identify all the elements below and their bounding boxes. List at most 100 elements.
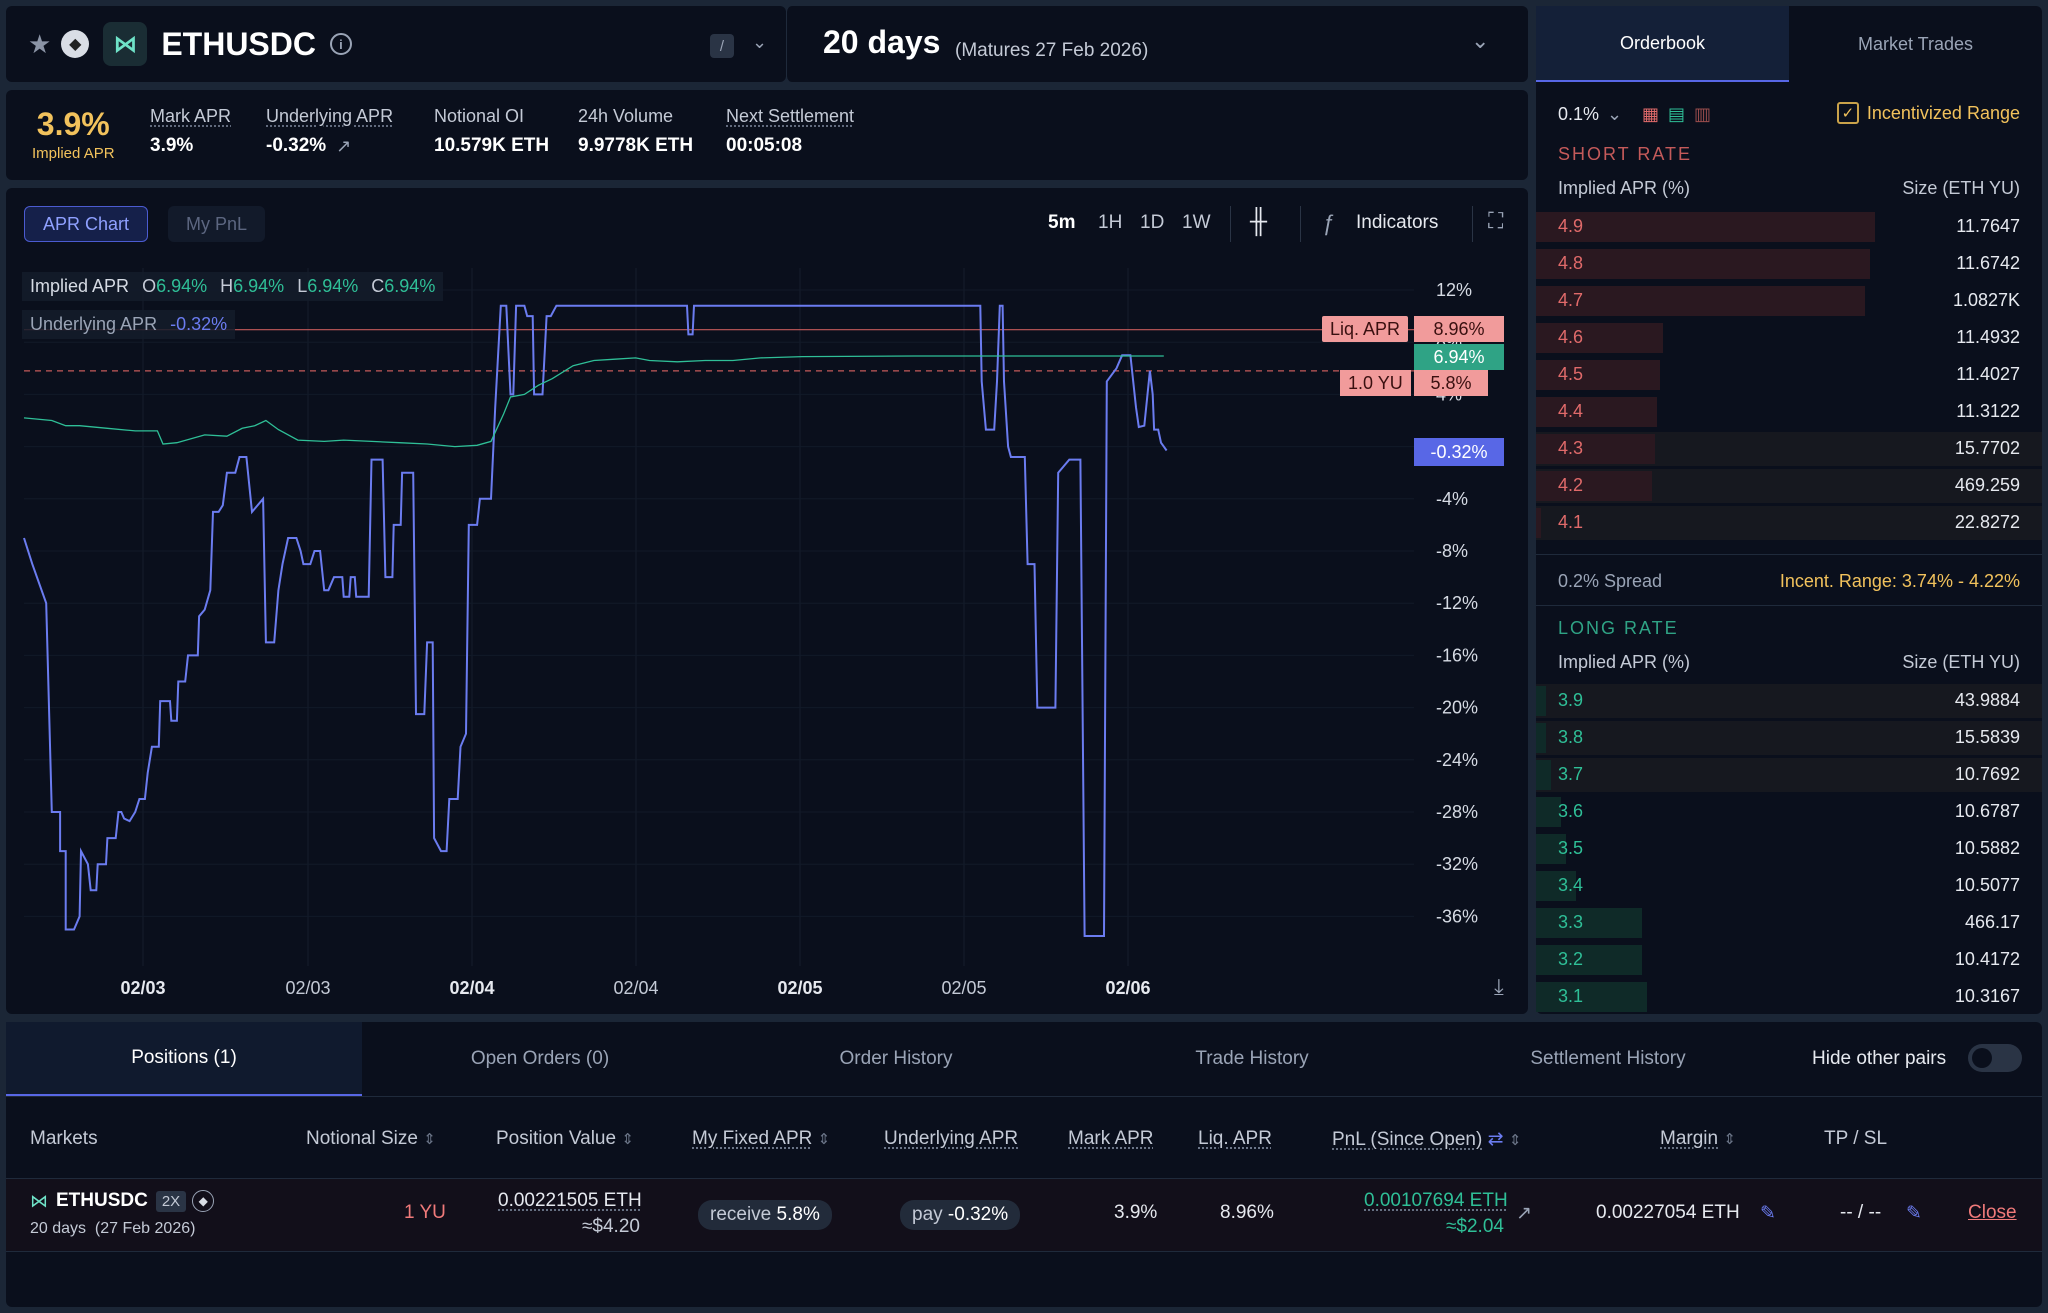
- x-tick-label: 02/05: [941, 978, 986, 998]
- col-notional-size[interactable]: Notional Size ⇕: [306, 1128, 436, 1149]
- orderbook-size: 469.259: [1954, 475, 2020, 495]
- stat-label[interactable]: Next Settlement: [726, 106, 855, 126]
- implied-apr-tag: 6.94%: [1414, 344, 1504, 370]
- edit-tpsl-icon[interactable]: ✎: [1906, 1203, 1922, 1224]
- orderbook-size: 11.3122: [1956, 401, 2020, 421]
- timeframe-1d[interactable]: 1D: [1140, 212, 1165, 233]
- timeframe-1w[interactable]: 1W: [1182, 212, 1211, 233]
- orderbook-price: 3.4: [1558, 875, 1584, 895]
- orderbook-row[interactable]: 3.8 15.5839: [1536, 721, 2042, 755]
- market-header: ★ ◆ ⋈ ETHUSDC i / ⌄: [6, 6, 786, 82]
- orderbook-row[interactable]: 4.1 22.8272: [1536, 506, 2042, 540]
- pair-title[interactable]: ETHUSDC: [161, 25, 316, 62]
- orderbook-row[interactable]: 3.3 466.17: [1536, 906, 2042, 940]
- position-market-name: ETHUSDC: [56, 1190, 148, 1211]
- tab-apr-chart[interactable]: APR Chart: [24, 206, 149, 242]
- fixed-apr-pill: receive 5.8%: [698, 1200, 832, 1230]
- function-icon[interactable]: ƒ: [1322, 210, 1335, 235]
- tab-my-pnl[interactable]: My PnL: [168, 206, 266, 242]
- tab-market-trades[interactable]: Market Trades: [1857, 33, 1974, 54]
- depth-bar: [1536, 723, 1546, 753]
- y-tick-label: -36%: [1436, 906, 1478, 926]
- depth-bar: [1536, 471, 1652, 501]
- col-fixed-apr[interactable]: My Fixed APR ⇕: [692, 1128, 831, 1149]
- stat-label: 24h Volume: [578, 106, 674, 126]
- position-market[interactable]: ⋈ ETHUSDC 2X ◆: [30, 1190, 215, 1212]
- stat-value: 9.9778K ETH: [578, 135, 694, 156]
- spread-value: 0.2% Spread: [1558, 571, 1663, 591]
- orderbook-row[interactable]: 4.3 15.7702: [1536, 432, 2042, 466]
- orderbook-price: 3.1: [1558, 986, 1584, 1006]
- orderbook-row[interactable]: 3.2 10.4172: [1536, 943, 2042, 977]
- chevron-down-icon[interactable]: ⌄: [1471, 28, 1490, 53]
- orderbook-row[interactable]: 4.9 11.7647: [1536, 210, 2042, 244]
- edit-margin-icon[interactable]: ✎: [1760, 1203, 1776, 1224]
- ethereum-icon: ◆: [61, 30, 90, 58]
- candlestick-icon[interactable]: ╫: [1250, 208, 1268, 235]
- apr-chart[interactable]: 12%8%4%-4%-8%-12%-16%-20%-24%-28%-32%-36…: [6, 188, 1528, 1014]
- download-icon[interactable]: ⤓: [1494, 974, 1504, 999]
- orderbook-price: 4.2: [1558, 475, 1584, 495]
- orderbook-price: 4.5: [1558, 364, 1584, 384]
- maturity-selector[interactable]: 20 days (Matures 27 Feb 2026) ⌄: [786, 6, 1528, 82]
- checkbox-checked-icon[interactable]: ✓: [1836, 102, 1859, 124]
- market-logo: ⋈: [30, 1190, 48, 1211]
- col-size: Size (ETH YU): [1902, 178, 2020, 198]
- fullscreen-icon[interactable]: ⛶: [1488, 208, 1504, 233]
- orderbook-row[interactable]: 3.6 10.6787: [1536, 795, 2042, 829]
- close-position-button[interactable]: Close: [1968, 1202, 2017, 1223]
- external-link-icon[interactable]: ↗: [1516, 1203, 1532, 1224]
- leverage-badge: 2X: [155, 1190, 187, 1212]
- external-link-icon[interactable]: ↗: [336, 135, 352, 156]
- layout-bids-icon[interactable]: ▤: [1668, 104, 1686, 124]
- tab-open-orders[interactable]: Open Orders (0): [470, 1048, 610, 1069]
- orderbook-price: 3.8: [1558, 727, 1584, 747]
- col-underlying-apr[interactable]: Underlying APR: [884, 1128, 1019, 1149]
- pair-separator[interactable]: /: [710, 34, 734, 58]
- orderbook-row[interactable]: 4.7 1.0827K: [1536, 284, 2042, 318]
- legend-implied: Implied APR O6.94% H6.94% L6.94% C6.94%: [22, 272, 444, 301]
- col-pnl[interactable]: PnL (Since Open) ⇄ ⇕: [1332, 1129, 1522, 1150]
- stat-label[interactable]: Underlying APR: [266, 106, 394, 126]
- col-position-value[interactable]: Position Value ⇕: [496, 1128, 634, 1149]
- tab-order-history[interactable]: Order History: [839, 1048, 953, 1069]
- timeframe-1h[interactable]: 1H: [1098, 212, 1123, 233]
- star-icon[interactable]: ★: [28, 28, 52, 59]
- tab-orderbook[interactable]: Orderbook: [1536, 6, 1789, 82]
- timeframe-5m[interactable]: 5m: [1048, 212, 1076, 233]
- orderbook-row[interactable]: 4.2 469.259: [1536, 469, 2042, 503]
- orderbook-row[interactable]: 3.7 10.7692: [1536, 758, 2042, 792]
- col-liq-apr[interactable]: Liq. APR: [1198, 1128, 1272, 1149]
- orderbook-row[interactable]: 3.9 43.9884: [1536, 684, 2042, 718]
- tab-settlement-history[interactable]: Settlement History: [1530, 1048, 1686, 1069]
- precision-select[interactable]: 0.1% ⌄: [1558, 104, 1622, 125]
- orderbook-row[interactable]: 4.8 11.6742: [1536, 247, 2042, 281]
- layout-both-icon[interactable]: ▦: [1642, 104, 1660, 124]
- orderbook-row[interactable]: 3.5 10.5882: [1536, 832, 2042, 866]
- stat-24h-volume: 24h Volume 9.9778K ETH: [578, 106, 693, 157]
- col-apr: Implied APR (%): [1558, 652, 1691, 672]
- hide-pairs-toggle[interactable]: [1968, 1044, 2022, 1072]
- col-margin[interactable]: Margin ⇕: [1660, 1128, 1736, 1149]
- orderbook-price: 4.3: [1558, 438, 1584, 458]
- tab-trade-history[interactable]: Trade History: [1195, 1048, 1309, 1069]
- pnl-eth: 0.00107694 ETH: [1364, 1190, 1508, 1211]
- layout-asks-icon[interactable]: ▥: [1694, 104, 1712, 124]
- depth-bar: [1536, 908, 1642, 938]
- stat-label[interactable]: Mark APR: [150, 106, 232, 126]
- col-markets: Markets: [30, 1128, 98, 1149]
- info-icon[interactable]: i: [329, 33, 352, 55]
- chevron-down-icon[interactable]: ⌄: [752, 32, 768, 52]
- stat-underlying-apr: Underlying APR -0.32% ↗: [266, 106, 393, 157]
- stat-mark-apr: Mark APR 3.9%: [150, 106, 231, 157]
- orderbook-row[interactable]: 4.5 11.4027: [1536, 358, 2042, 392]
- col-mark-apr[interactable]: Mark APR: [1068, 1128, 1154, 1149]
- indicators-button[interactable]: Indicators: [1356, 212, 1439, 233]
- orderbook-row[interactable]: 3.4 10.5077: [1536, 869, 2042, 903]
- orderbook-row[interactable]: 4.6 11.4932: [1536, 321, 2042, 355]
- implied-apr-label: Implied APR: [32, 145, 115, 162]
- tab-positions[interactable]: Positions (1): [6, 1022, 362, 1096]
- orderbook-row[interactable]: 3.1 10.3167: [1536, 980, 2042, 1014]
- incentivized-range-toggle[interactable]: ✓ Incentivized Range: [1836, 102, 2020, 124]
- orderbook-row[interactable]: 4.4 11.3122: [1536, 395, 2042, 429]
